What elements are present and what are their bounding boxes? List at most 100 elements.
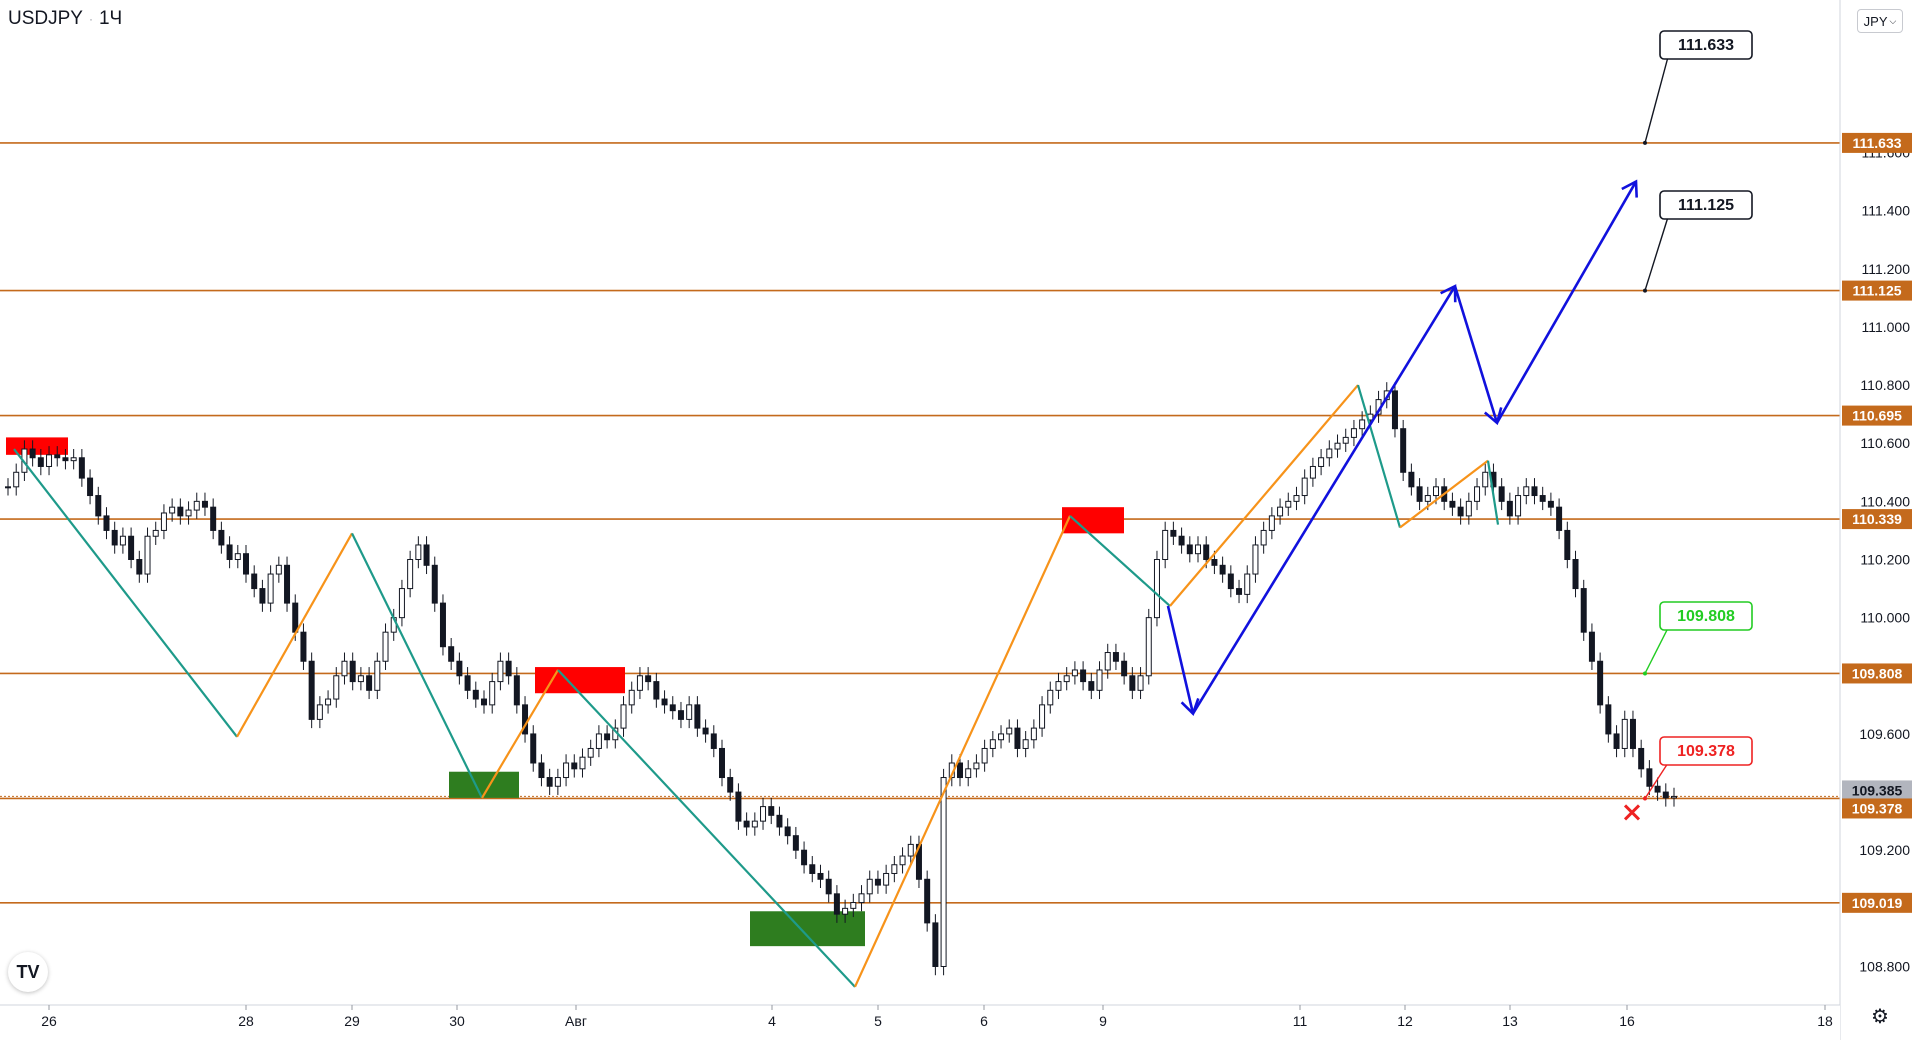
y-tick-label: 110.800 [1860, 377, 1910, 393]
candle-body [407, 559, 414, 590]
candle-body [1474, 486, 1481, 502]
candle-body [1293, 495, 1300, 502]
y-tick-label: 108.800 [1859, 959, 1910, 975]
candle-body [1613, 733, 1620, 749]
candle-body [54, 454, 61, 459]
currency-label: JPY [1863, 13, 1888, 29]
candle-body [1342, 436, 1349, 444]
candle-body [308, 660, 315, 720]
candle-body [1227, 573, 1234, 590]
callout-label: 109.808 [1677, 608, 1735, 625]
candle-body [210, 506, 217, 531]
candle-body [563, 762, 570, 779]
candle-body [1129, 675, 1136, 691]
y-tick-label: 109.600 [1859, 726, 1910, 742]
symbol-name[interactable]: USDJPY [8, 8, 83, 29]
candle-body [177, 506, 184, 517]
candle-body [932, 922, 939, 968]
x-tick-label: 29 [344, 1013, 360, 1029]
candle-body [292, 602, 299, 633]
symbol-header[interactable]: USDJPY · 1Ч [8, 8, 122, 30]
candle-body [1285, 500, 1292, 508]
candle-body [357, 675, 364, 683]
candle-body [1572, 559, 1579, 590]
candle-body [37, 457, 44, 467]
candle-body [284, 564, 291, 604]
supply-zone [1062, 507, 1124, 534]
candle-body [989, 739, 996, 749]
interval-label[interactable]: 1Ч [98, 8, 123, 29]
candle-body [866, 878, 873, 895]
candle-body [333, 675, 340, 700]
zones [6, 437, 1124, 947]
candle-body [1211, 559, 1218, 566]
candle-body [1638, 747, 1645, 770]
candle-body [587, 747, 594, 758]
callout-pointer [1644, 56, 1669, 144]
candle-body [1277, 506, 1284, 517]
candle-body [1416, 486, 1423, 502]
candle-body [1104, 652, 1111, 671]
candle-body [809, 864, 816, 874]
candle-body [957, 762, 963, 779]
x-tick-label: 4 [768, 1013, 776, 1029]
candle-body [1244, 573, 1251, 595]
separator: · [88, 12, 93, 26]
x-tick-label: 26 [41, 1013, 57, 1029]
candle-body [1646, 768, 1653, 787]
callout-pointer [1644, 216, 1669, 291]
candle-body [185, 509, 192, 517]
candle-body [1334, 442, 1341, 450]
candle-body [981, 747, 988, 764]
candle-body [1022, 739, 1029, 749]
level-label: 109.808 [1852, 665, 1903, 681]
candle-body [1096, 669, 1103, 691]
y-tick-label: 110.000 [1860, 610, 1910, 626]
candle-body [538, 762, 545, 779]
candle-body [1621, 718, 1628, 749]
candle-body [78, 457, 85, 479]
candles [5, 382, 1677, 976]
time-axis: 26 28 29 30 Авг 4 5 6 9 11 12 13 16 18 [0, 1004, 1840, 1040]
level-label-bg [1842, 798, 1912, 819]
wave-segment [557, 669, 856, 988]
candle-body [1580, 588, 1587, 633]
candle-body [1063, 675, 1070, 683]
callout-pointer [1644, 762, 1669, 799]
wave-segment [236, 532, 353, 738]
candle-body [694, 704, 701, 729]
currency-button[interactable]: JPY ⌵ [1857, 9, 1903, 33]
gear-icon[interactable]: ⚙ [1871, 1005, 1889, 1028]
candle-body [1350, 428, 1357, 438]
candle-body [1153, 559, 1160, 619]
candle-body [481, 698, 487, 706]
candle-body [1671, 795, 1677, 799]
candle-body [743, 820, 750, 828]
close-icon [1623, 804, 1641, 821]
candle-body [1564, 529, 1571, 561]
candle-body [275, 564, 282, 575]
callout-box [1659, 30, 1753, 60]
candle-body [579, 756, 586, 770]
candle-body [267, 573, 274, 604]
candle-body [300, 631, 307, 662]
candle-body [1145, 617, 1152, 677]
candle-body [1170, 529, 1177, 537]
level-label-bg [1842, 663, 1912, 684]
candle-body [842, 907, 849, 915]
candle-body [1268, 515, 1275, 531]
price-axis: 108.800 109.200 109.600 110.000 110.200 110.4… [1839, 0, 1920, 1040]
candle-body [924, 878, 931, 924]
candle-body [1391, 390, 1398, 430]
candle-body [1531, 486, 1538, 497]
callout-label: 111.633 [1678, 37, 1734, 54]
y-tick-label: 110.600 [1860, 435, 1910, 451]
wave-segment [13, 448, 238, 738]
tradingview-logo[interactable]: TV [8, 952, 48, 992]
candle-body [259, 588, 266, 604]
candle-body [1260, 529, 1267, 546]
candle-body [1482, 471, 1489, 488]
callout-anchor [1643, 140, 1647, 145]
callout-box [1659, 736, 1753, 766]
